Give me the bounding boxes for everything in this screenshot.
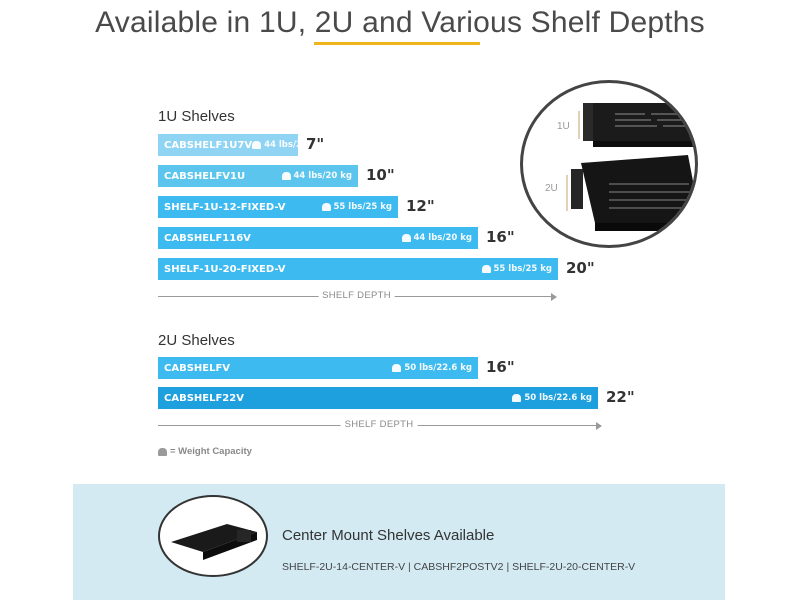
- axis-shelf-depth-2u: SHELF DEPTH: [158, 419, 602, 432]
- panel-title: Center Mount Shelves Available: [282, 527, 495, 544]
- capacity-text: 50 lbs/22.6 kg: [404, 363, 472, 373]
- axis-label-2u: SHELF DEPTH: [340, 419, 418, 430]
- shelves-illustration: [566, 103, 695, 231]
- depth-bar: CABSHELFV 50 lbs/22.6 kg: [158, 357, 478, 379]
- depth-value-label: 10": [366, 166, 395, 184]
- weight-bell-icon: [281, 172, 291, 180]
- bar-capacity: 55 lbs/25 kg: [321, 202, 398, 212]
- group-title-2u: 2U Shelves: [158, 332, 235, 349]
- legend-text: = Weight Capacity: [170, 446, 252, 457]
- bar-capacity: 50 lbs/22.6 kg: [512, 393, 598, 403]
- legend: = Weight Capacity: [158, 446, 252, 457]
- inset-label-1u: 1U: [557, 121, 570, 132]
- bar-model-label: SHELF-1U-20-FIXED-V: [164, 263, 286, 275]
- capacity-text: 50 lbs/22.6 kg: [524, 393, 592, 403]
- inset-label-2u: 2U: [545, 183, 558, 194]
- depth-bar: CABSHELF22V 50 lbs/22.6 kg: [158, 387, 598, 409]
- panel-model-list: SHELF-2U-14-CENTER-V | CABSHF2POSTV2 | S…: [282, 561, 636, 573]
- bar-model-label: CABSHELFV1U: [164, 170, 246, 182]
- weight-bell-icon: [252, 141, 262, 149]
- depth-value-label: 22": [606, 388, 635, 406]
- depth-bar: SHELF-1U-12-FIXED-V 55 lbs/25 kg: [158, 196, 398, 218]
- bar-model-label: CABSHELFV: [164, 362, 231, 374]
- shelves-photo-inset: 1U 2U: [520, 80, 698, 248]
- capacity-text: 44 lbs/20 kg: [264, 140, 323, 150]
- depth-value-label: 12": [406, 197, 435, 215]
- bar-capacity: 44 lbs/20 kg: [281, 171, 358, 181]
- depth-bar: CABSHELF1U7V 44 lbs/20 kg: [158, 134, 323, 156]
- capacity-text: 55 lbs/25 kg: [333, 202, 392, 212]
- bar-capacity: 50 lbs/22.6 kg: [392, 363, 478, 373]
- bar-model-label: CABSHELF116V: [164, 232, 251, 244]
- capacity-text: 44 lbs/20 kg: [293, 171, 352, 181]
- depth-value-label: 7": [306, 135, 325, 153]
- weight-bell-icon: [158, 447, 167, 456]
- axis-shelf-depth-1u: SHELF DEPTH: [158, 290, 557, 303]
- depth-value-label: 16": [486, 358, 515, 376]
- depth-bar: CABSHELFV1U 44 lbs/20 kg: [158, 165, 358, 187]
- weight-bell-icon: [512, 394, 522, 402]
- bar-capacity: 44 lbs/20 kg: [252, 140, 328, 150]
- weight-bell-icon: [392, 364, 402, 372]
- depth-value-label: 16": [486, 228, 515, 246]
- bar-model-label: CABSHELF1U7V: [164, 139, 253, 151]
- bar-model-label: CABSHELF22V: [164, 392, 244, 404]
- weight-bell-icon: [401, 234, 411, 242]
- weight-bell-icon: [481, 265, 491, 273]
- page-headline: Available in 1U, 2U and Various Shelf De…: [95, 6, 705, 39]
- depth-bar: CABSHELF116V 44 lbs/20 kg: [158, 227, 478, 249]
- bar-capacity: 55 lbs/25 kg: [481, 264, 558, 274]
- capacity-text: 44 lbs/20 kg: [413, 233, 472, 243]
- capacity-text: 55 lbs/25 kg: [493, 264, 552, 274]
- headline-underline: [314, 42, 480, 45]
- center-mount-shelf-image: [158, 495, 268, 577]
- depth-bar: SHELF-1U-20-FIXED-V 55 lbs/25 kg: [158, 258, 558, 280]
- weight-bell-icon: [321, 203, 331, 211]
- bar-model-label: SHELF-1U-12-FIXED-V: [164, 201, 286, 213]
- bar-capacity: 44 lbs/20 kg: [401, 233, 478, 243]
- group-title-1u: 1U Shelves: [158, 108, 235, 125]
- depth-value-label: 20": [566, 259, 595, 277]
- axis-label-1u: SHELF DEPTH: [318, 290, 395, 301]
